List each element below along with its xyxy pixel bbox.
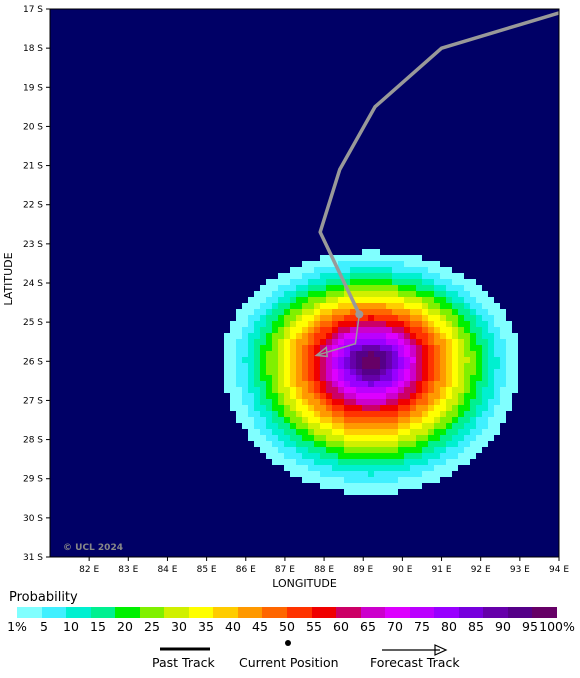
probability-colorbar <box>17 607 558 618</box>
lon-tick-label: 83 E <box>118 565 138 575</box>
legend-title: Probability <box>9 590 78 605</box>
colorbar-tick-label: 50 <box>279 619 295 634</box>
colorbar-tick-label: 65 <box>360 619 376 634</box>
current-position-key: Current Position <box>238 640 348 670</box>
colorbar-tick-label: 80 <box>441 619 457 634</box>
colorbar-swatch <box>237 607 263 618</box>
colorbar-tick-label: 1% <box>7 619 27 634</box>
current-position-marker <box>355 310 364 319</box>
colorbar-tick-label: 10 <box>63 619 79 634</box>
colorbar-tick-label: 35 <box>198 619 214 634</box>
colorbar-tick-label: 95 <box>522 619 538 634</box>
forecast-track-line <box>316 314 361 357</box>
colorbar-swatch <box>532 607 558 618</box>
colorbar-swatch <box>311 607 337 618</box>
colorbar-swatch <box>409 607 435 618</box>
lat-tick-label: 20 S <box>23 122 43 132</box>
current-position-dot-icon <box>285 640 291 646</box>
lon-tick-label: 88 E <box>314 565 334 575</box>
colorbar-tick-label: 30 <box>171 619 187 634</box>
colorbar-tick-label: 85 <box>468 619 484 634</box>
colorbar-swatch <box>287 607 312 618</box>
colorbar-swatch <box>507 607 533 618</box>
colorbar-swatch <box>17 607 42 618</box>
colorbar-swatch <box>115 607 140 618</box>
colorbar-swatch <box>360 607 386 618</box>
colorbar-labels: 1% 5 10 15 20 25 30 35 40 45 50 55 60 65 70 75 80 85 90 95 1… <box>0 619 580 635</box>
colorbar-tick-label: 40 <box>225 619 241 634</box>
lat-tick-label: 23 S <box>23 240 43 250</box>
map-axes: 17 S 18 S 19 S 20 S 21 S 22 S 23 S 24 S 25 S 26 S… <box>23 5 569 575</box>
forecast-track-key: Forecast Track <box>370 640 470 670</box>
colorbar-swatch <box>385 607 410 618</box>
lat-tick-label: 27 S <box>23 396 43 406</box>
lon-tick-label: 94 E <box>549 565 569 575</box>
colorbar-tick-label: 70 <box>387 619 403 634</box>
colorbar-tick-label: 45 <box>252 619 268 634</box>
lon-tick-label: 84 E <box>157 565 177 575</box>
lat-tick-label: 19 S <box>23 83 43 93</box>
colorbar-tick-label: 15 <box>90 619 106 634</box>
current-position-label: Current Position <box>239 655 339 670</box>
colorbar-swatch <box>213 607 238 618</box>
colorbar-tick-label: 75 <box>414 619 430 634</box>
colorbar-swatch <box>434 607 459 618</box>
lat-tick-label: 25 S <box>23 318 43 328</box>
colorbar-tick-label: 20 <box>117 619 133 634</box>
forecast-arrow-head <box>314 345 329 358</box>
x-axis-title: LONGITUDE <box>272 577 337 590</box>
colorbar-swatch <box>262 607 288 618</box>
lat-tick-label: 26 S <box>23 357 43 367</box>
colorbar-swatch <box>336 607 361 618</box>
colorbar-tick-label: 5 <box>40 619 48 634</box>
lon-tick-label: 86 E <box>236 565 256 575</box>
past-track-key: Past Track <box>140 640 230 670</box>
past-track-label: Past Track <box>152 655 215 670</box>
lon-tick-label: 82 E <box>79 565 99 575</box>
colorbar-tick-label: 100% <box>539 619 575 634</box>
lat-tick-label: 29 S <box>23 475 43 485</box>
copyright-label: © UCL 2024 <box>63 543 123 553</box>
colorbar-swatch <box>188 607 214 618</box>
strike-probability-map: 17 S 18 S 19 S 20 S 21 S 22 S 23 S 24 S 25 S 26 S… <box>2 5 569 590</box>
lon-tick-label: 92 E <box>471 565 491 575</box>
lon-tick-label: 90 E <box>392 565 412 575</box>
colorbar-tick-label: 60 <box>333 619 349 634</box>
colorbar-swatch <box>164 607 189 618</box>
colorbar-tick-label: 55 <box>306 619 322 634</box>
lat-tick-label: 17 S <box>23 5 43 15</box>
lat-tick-label: 18 S <box>23 44 43 54</box>
colorbar-swatch <box>41 607 67 618</box>
lat-tick-label: 21 S <box>23 162 43 172</box>
past-track-line <box>318 11 560 316</box>
colorbar-swatch <box>483 607 508 618</box>
lat-tick-label: 31 S <box>23 553 43 563</box>
lon-tick-label: 89 E <box>353 565 373 575</box>
lat-tick-label: 24 S <box>23 279 43 289</box>
lon-tick-label: 93 E <box>510 565 530 575</box>
lon-tick-label: 87 E <box>275 565 295 575</box>
lat-tick-label: 22 S <box>23 201 43 211</box>
colorbar-swatch <box>66 607 91 618</box>
past-track-line-icon <box>160 647 210 651</box>
colorbar-swatch <box>139 607 165 618</box>
colorbar-tick-label: 25 <box>144 619 160 634</box>
colorbar-swatch <box>90 607 116 618</box>
lat-tick-label: 28 S <box>23 436 43 446</box>
y-axis-title: LATITUDE <box>2 252 15 305</box>
lat-tick-label: 30 S <box>23 514 43 524</box>
colorbar-swatch <box>458 607 484 618</box>
colorbar-tick-label: 90 <box>495 619 511 634</box>
forecast-track-arrow-icon <box>382 644 448 656</box>
forecast-track-label: Forecast Track <box>370 655 460 670</box>
lon-tick-label: 91 E <box>432 565 452 575</box>
map-plot-area <box>50 9 560 557</box>
lon-tick-label: 85 E <box>197 565 217 575</box>
probability-field <box>224 249 518 495</box>
